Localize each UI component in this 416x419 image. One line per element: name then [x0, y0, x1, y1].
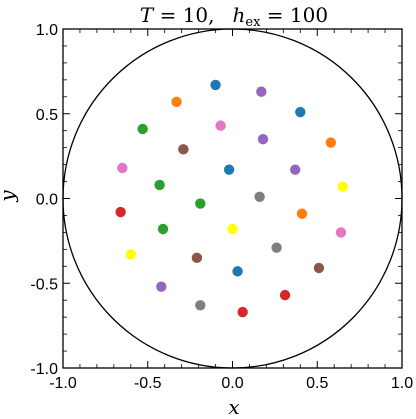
boundary-circle: [62, 28, 403, 369]
data-point: [337, 181, 348, 192]
y-axis-label: y: [0, 190, 19, 203]
data-point: [195, 198, 206, 209]
data-point: [237, 306, 248, 318]
data-point: [154, 179, 165, 191]
data-point: [195, 300, 206, 311]
data-point: [313, 262, 325, 274]
title-t-symbol: T: [140, 3, 155, 27]
data-point: [117, 162, 128, 174]
data-point: [232, 266, 243, 277]
data-point: [295, 106, 306, 118]
y-tick-label: 0.0: [36, 192, 58, 209]
x-tick-label: 0.0: [221, 375, 243, 392]
data-point: [257, 133, 269, 145]
data-point: [279, 289, 291, 301]
y-tick-label: 1.0: [36, 22, 58, 39]
data-point: [191, 252, 203, 264]
data-point: [210, 79, 221, 91]
chart-title: T = 10, hex = 100: [140, 3, 328, 30]
y-tick-label: 0.5: [36, 107, 58, 124]
data-point: [171, 96, 182, 108]
x-tick-label: 0.5: [306, 375, 328, 392]
x-tick-label: -0.5: [134, 375, 162, 392]
data-point: [271, 242, 282, 253]
y-tick-label: -1.0: [30, 361, 58, 378]
y-tick-label: -0.5: [30, 276, 58, 293]
title-h-symbol: h: [233, 3, 246, 27]
data-point: [290, 164, 301, 175]
data-point: [215, 120, 226, 131]
data-point: [256, 86, 267, 97]
x-tick-label: -1.0: [49, 375, 77, 392]
x-axis-label: x: [228, 395, 239, 419]
data-point: [223, 164, 235, 175]
data-point: [115, 206, 126, 218]
data-point: [296, 208, 308, 219]
data-point: [254, 191, 265, 203]
data-point: [178, 144, 189, 155]
data-point: [125, 249, 136, 260]
title-h-value: = 100: [260, 3, 328, 27]
x-tick-label: 1.0: [391, 375, 413, 392]
data-point: [325, 137, 337, 148]
plot-area: [62, 28, 403, 369]
data-point: [156, 281, 167, 292]
axes: -1.0 -0.5 0.0 0.5 1.0 1.0 0.5 0.0 -0.5 -1.0: [30, 22, 413, 392]
data-point: [157, 223, 169, 235]
title-t-value: = 10,: [153, 3, 214, 27]
title-h-subscript: ex: [245, 15, 261, 30]
plot-frame: [62, 28, 403, 369]
data-point: [335, 227, 347, 238]
data-point: [227, 223, 238, 235]
data-point: [137, 123, 148, 135]
